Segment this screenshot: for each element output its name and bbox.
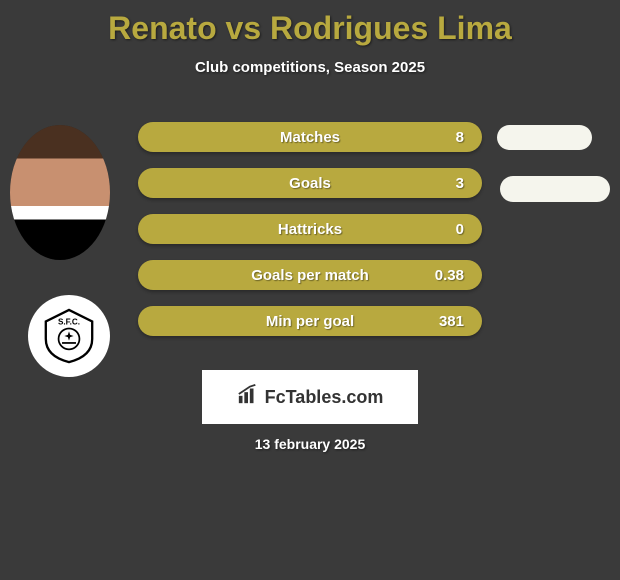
svg-text:S.F.C.: S.F.C.	[58, 317, 80, 326]
stat-row-goals: Goals 3	[138, 168, 482, 198]
stat-row-matches: Matches 8	[138, 122, 482, 152]
stat-value: 381	[439, 313, 464, 330]
santos-badge-icon: S.F.C.	[40, 307, 98, 365]
stat-row-goals-per-match: Goals per match 0.38	[138, 260, 482, 290]
fctables-logo[interactable]: FcTables.com	[202, 370, 418, 424]
stat-label: Goals per match	[251, 267, 369, 284]
player-right-avatar-1	[497, 125, 592, 150]
stat-label: Goals	[289, 175, 331, 192]
player-left-avatar	[10, 125, 110, 260]
stat-label: Min per goal	[266, 313, 354, 330]
stats-container: Matches 8 Goals 3 Hattricks 0 Goals per …	[138, 122, 482, 352]
team-badge-left: S.F.C.	[28, 295, 110, 377]
comparison-title: Renato vs Rodrigues Lima	[0, 0, 620, 47]
chart-bar-icon	[237, 383, 259, 411]
stat-row-min-per-goal: Min per goal 381	[138, 306, 482, 336]
stat-value: 0.38	[435, 267, 464, 284]
stat-row-hattricks: Hattricks 0	[138, 214, 482, 244]
player-face-placeholder	[10, 125, 110, 260]
stat-label: Matches	[280, 129, 340, 146]
logo-text: FcTables.com	[265, 387, 384, 408]
stat-value: 0	[456, 221, 464, 238]
player-right-avatar-2	[500, 176, 610, 202]
stat-label: Hattricks	[278, 221, 342, 238]
season-subtitle: Club competitions, Season 2025	[0, 59, 620, 76]
stat-value: 3	[456, 175, 464, 192]
comparison-date: 13 february 2025	[255, 436, 366, 452]
stat-value: 8	[456, 129, 464, 146]
